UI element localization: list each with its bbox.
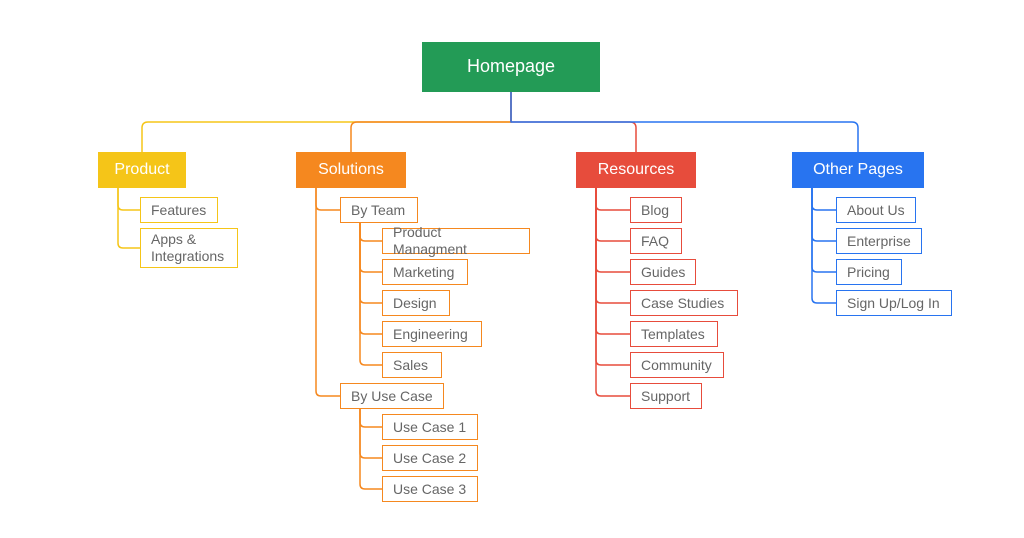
node-marketing: Marketing [382,259,468,285]
node-blog: Blog [630,197,682,223]
node-pm: Product Managment [382,228,530,254]
node-pricing: Pricing [836,259,902,285]
node-byusecase: By Use Case [340,383,444,409]
node-faq: FAQ [630,228,682,254]
node-community: Community [630,352,724,378]
node-resources: Resources [576,152,696,188]
node-templates: Templates [630,321,718,347]
node-apps: Apps & Integrations [140,228,238,268]
node-features: Features [140,197,218,223]
node-byteam: By Team [340,197,418,223]
node-product: Product [98,152,186,188]
node-other: Other Pages [792,152,924,188]
sitemap-diagram: Homepage Product Features Apps & Integratio… [0,0,1024,538]
node-engineering: Engineering [382,321,482,347]
node-guides: Guides [630,259,696,285]
node-design: Design [382,290,450,316]
node-enterprise: Enterprise [836,228,922,254]
node-uc2: Use Case 2 [382,445,478,471]
node-support: Support [630,383,702,409]
node-signup: Sign Up/Log In [836,290,952,316]
node-uc3: Use Case 3 [382,476,478,502]
node-about: About Us [836,197,916,223]
node-root: Homepage [422,42,600,92]
node-solutions: Solutions [296,152,406,188]
node-uc1: Use Case 1 [382,414,478,440]
node-sales: Sales [382,352,442,378]
node-cases: Case Studies [630,290,738,316]
